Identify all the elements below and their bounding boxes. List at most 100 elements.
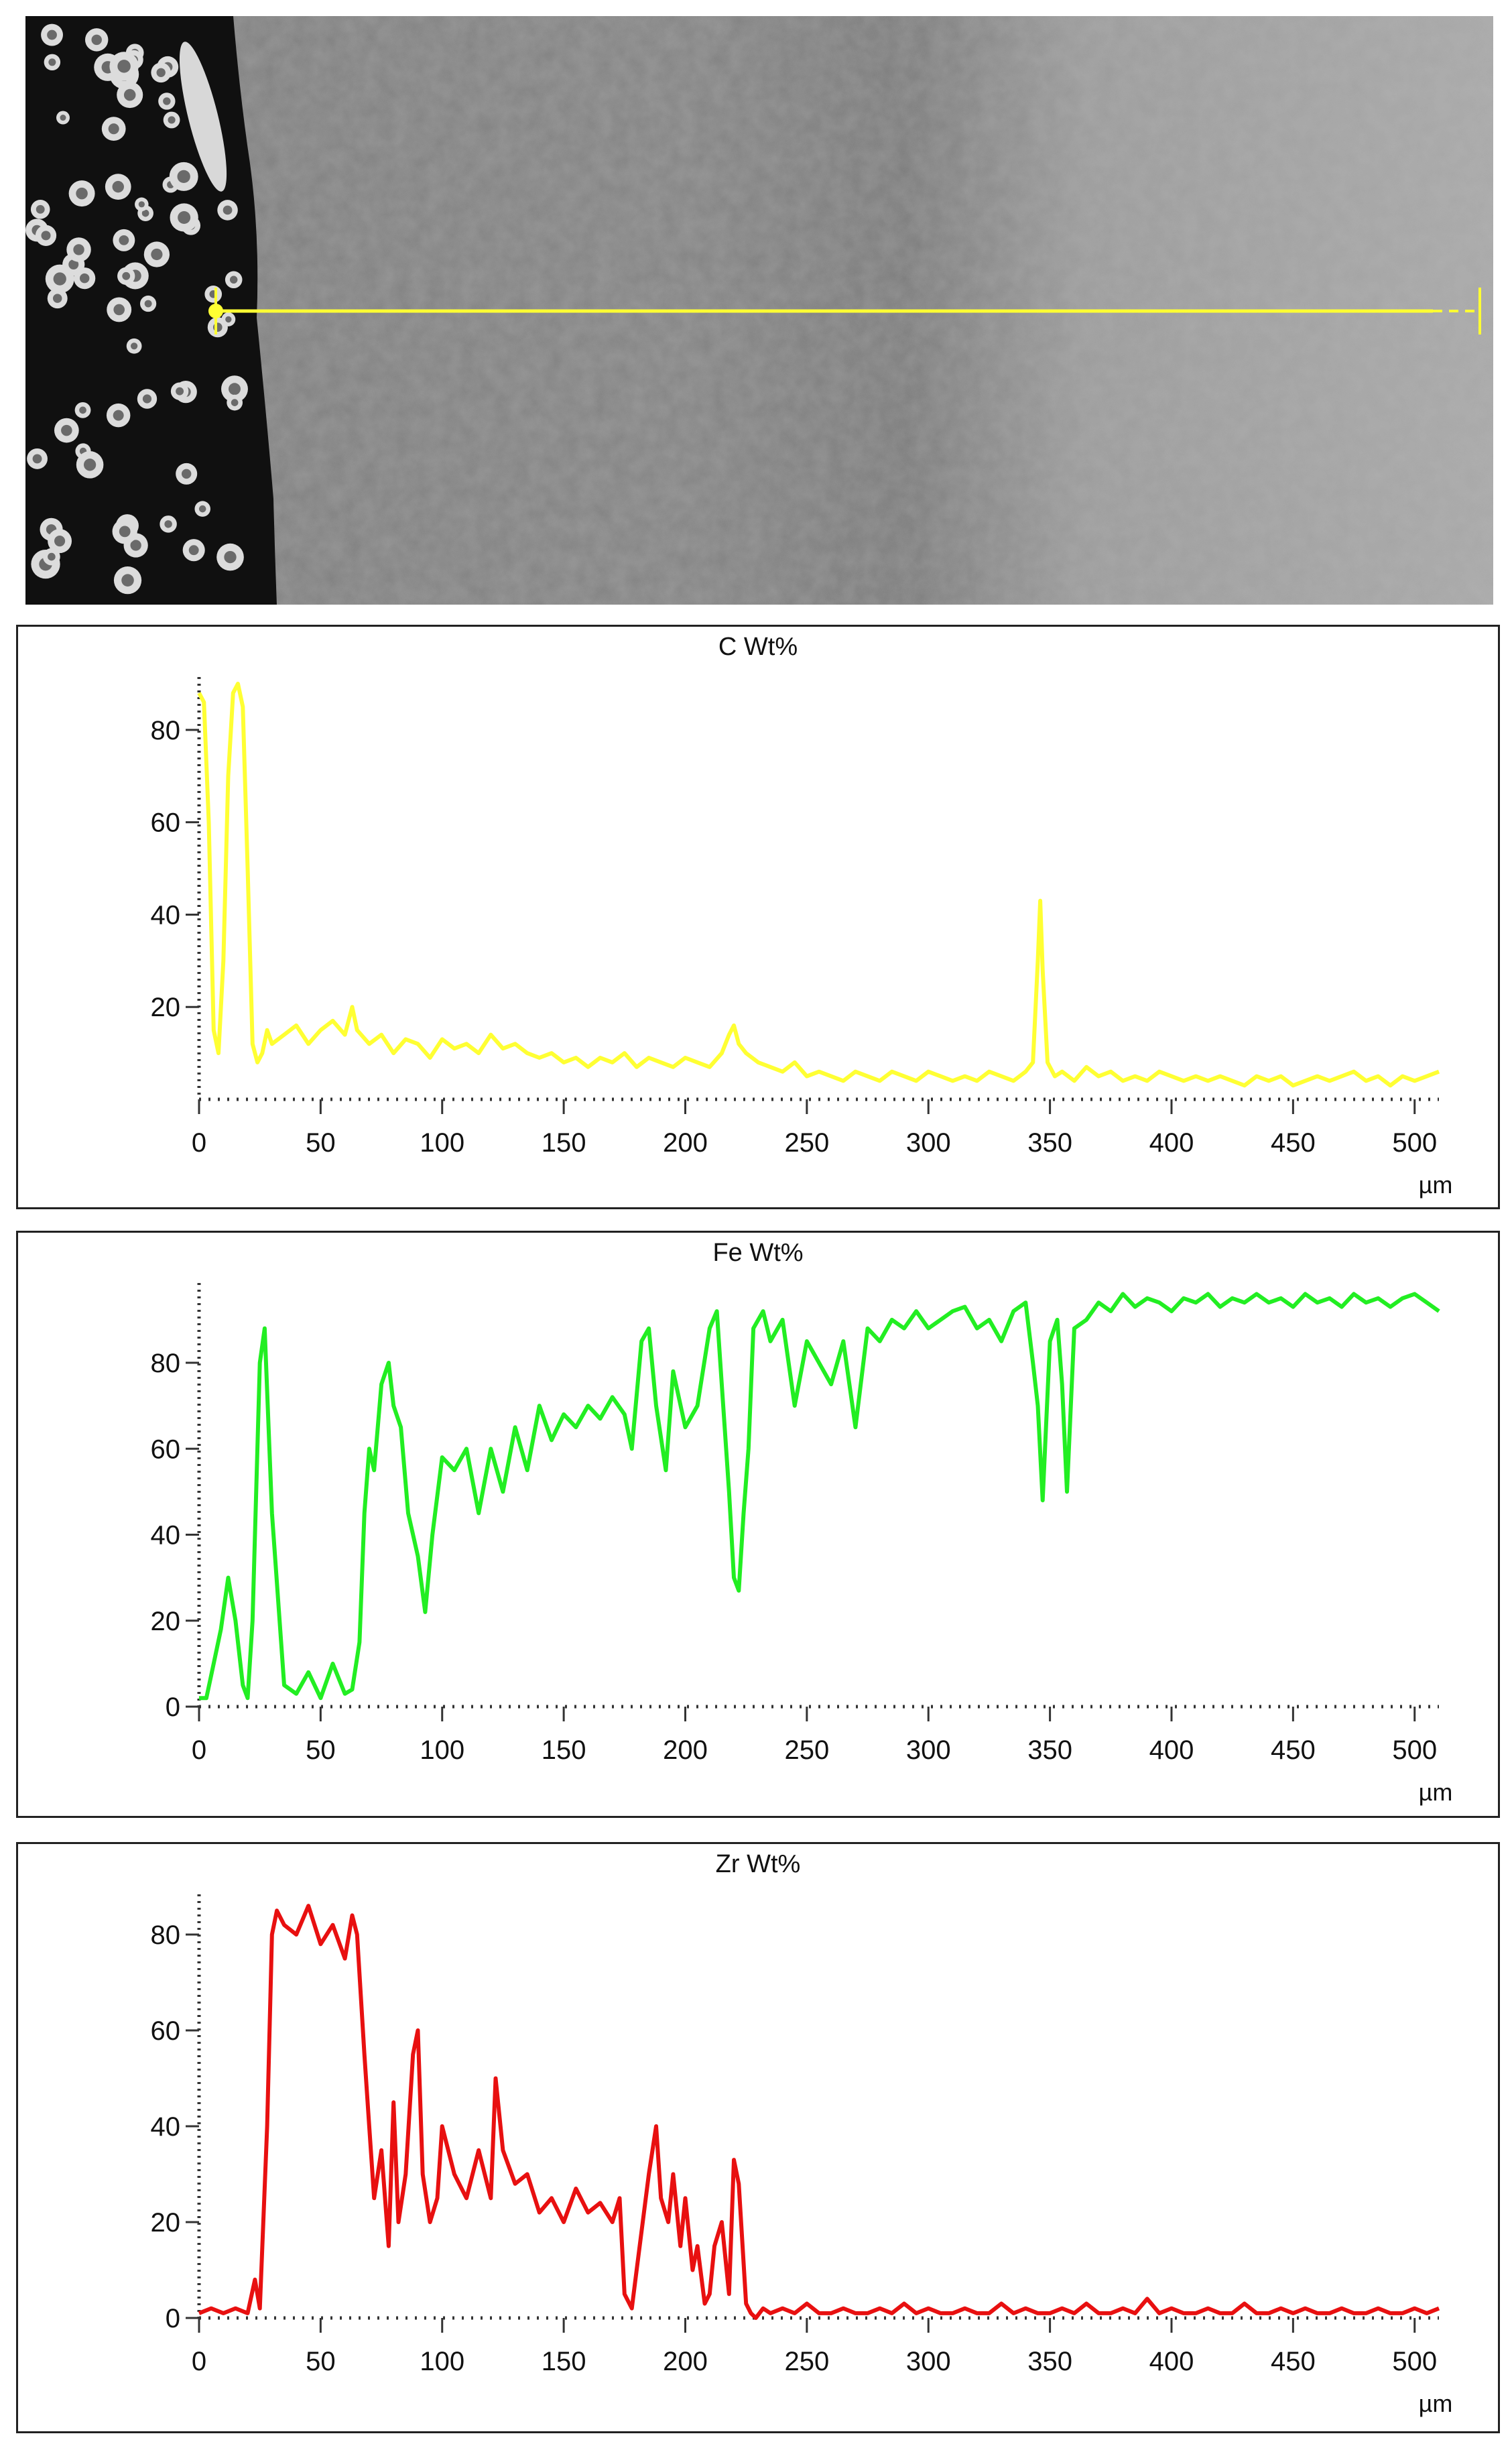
y-tick-label: 0 — [166, 2304, 180, 2333]
fibre-cross-sections — [25, 23, 248, 595]
x-tick-label: 350 — [1027, 1128, 1072, 1158]
x-tick-label: 300 — [906, 1735, 951, 1765]
fibre-core — [36, 204, 45, 214]
fibre-core — [123, 88, 136, 101]
fibre-core — [112, 180, 124, 193]
fibre-core — [32, 454, 42, 464]
x-tick-label: 150 — [542, 1128, 586, 1158]
fibre-core — [119, 235, 129, 245]
x-tick-label: 50 — [306, 1128, 336, 1158]
fibre-core — [122, 271, 131, 280]
fibre-core — [83, 458, 97, 471]
fibre-core — [229, 383, 241, 395]
fibre-core — [130, 540, 141, 551]
fibre-core — [229, 276, 238, 284]
chart-title: C Wt% — [718, 633, 798, 661]
fibre-core — [113, 304, 125, 316]
chart-zr-wt: Zr Wt% 0 50 100 150 200 250 300 350 400 450 500 0 20 4… — [151, 1850, 1453, 2417]
fibre-core — [138, 201, 145, 208]
x-tick-label: 250 — [784, 2347, 829, 2376]
x-tick-label: 150 — [542, 2347, 586, 2376]
chart-panel-fe: Fe Wt% 0 50 100 150 200 250 300 350 400 450 500 0 20 4… — [16, 1231, 1500, 1818]
fibre-streak — [179, 42, 227, 192]
fibre-core — [144, 300, 152, 308]
fibre-core — [53, 272, 66, 286]
fibre-core — [177, 170, 190, 184]
x-axis-unit: µm — [1419, 1171, 1453, 1199]
series-line — [198, 1904, 1440, 2320]
fibre-core — [113, 410, 124, 421]
fibre-core — [163, 97, 171, 105]
fibre-core — [79, 273, 90, 284]
sem-micrograph — [25, 16, 1493, 605]
fibre-core — [176, 387, 184, 395]
x-tick-label: 200 — [663, 2347, 708, 2376]
fibre-core — [164, 520, 172, 528]
fibre-core — [76, 187, 88, 200]
fibre-core — [54, 536, 66, 547]
x-tick-label: 0 — [192, 1128, 206, 1158]
y-tick-label: 40 — [151, 900, 181, 930]
fibre-core — [73, 244, 84, 255]
fibre-core — [231, 399, 239, 406]
fibre-core — [156, 68, 166, 77]
x-tick-label: 350 — [1027, 2347, 1072, 2376]
x-tick-label: 400 — [1149, 1128, 1194, 1158]
x-tick-label: 500 — [1392, 1735, 1437, 1765]
x-tick-label: 250 — [784, 1735, 829, 1765]
y-tick-label: 80 — [151, 1349, 181, 1378]
fibre-core — [60, 115, 66, 121]
fibre-core — [121, 574, 134, 587]
x-tick-label: 450 — [1271, 1128, 1316, 1158]
fibre-core — [142, 394, 152, 404]
fibre-core — [48, 552, 56, 561]
x-tick-label: 0 — [192, 2347, 206, 2376]
fibre-core — [181, 469, 192, 479]
x-tick-label: 500 — [1392, 1128, 1437, 1158]
y-tick-label: 60 — [151, 808, 181, 838]
fibre-core — [117, 60, 131, 73]
x-axis-unit: µm — [1419, 1778, 1453, 1806]
fibre-core — [108, 123, 119, 135]
x-tick-label: 450 — [1271, 2347, 1316, 2376]
fibre-core — [79, 406, 86, 414]
fibre-core — [168, 116, 176, 124]
y-tick-label: 0 — [166, 1693, 180, 1722]
fibre-core — [47, 29, 57, 40]
fibre-core — [119, 526, 131, 538]
fibre-core — [91, 34, 102, 46]
x-tick-label: 400 — [1149, 2347, 1194, 2376]
fibre-core — [131, 343, 138, 350]
y-tick-label: 40 — [151, 1521, 181, 1550]
fibre-core — [223, 205, 233, 215]
fibre-core — [48, 58, 56, 66]
series-line — [199, 1292, 1440, 1701]
x-tick-label: 200 — [663, 1735, 708, 1765]
x-tick-label: 350 — [1027, 1735, 1072, 1765]
x-tick-label: 300 — [906, 2347, 951, 2376]
sem-image — [25, 16, 1493, 605]
fibre-core — [178, 210, 191, 225]
y-tick-label: 60 — [151, 1434, 181, 1464]
y-tick-label: 60 — [151, 2016, 181, 2046]
x-tick-label: 0 — [192, 1735, 206, 1765]
x-tick-label: 200 — [663, 1128, 708, 1158]
y-tick-label: 80 — [151, 716, 181, 745]
x-axis-unit: µm — [1419, 2390, 1453, 2417]
y-tick-label: 20 — [151, 993, 181, 1022]
x-tick-label: 50 — [306, 2347, 336, 2376]
fibre-core — [198, 505, 206, 513]
x-tick-label: 300 — [906, 1128, 951, 1158]
fibre-core — [41, 231, 51, 241]
x-tick-label: 250 — [784, 1128, 829, 1158]
fibre-core — [61, 424, 72, 436]
fibre-core — [225, 316, 232, 323]
fibre-core — [151, 248, 163, 261]
y-tick-label: 20 — [151, 1607, 181, 1636]
fibre-core — [52, 294, 62, 303]
chart-panel-zr: Zr Wt% 0 50 100 150 200 250 300 350 400 450 500 0 20 4… — [16, 1842, 1500, 2433]
x-tick-label: 100 — [420, 2347, 464, 2376]
fibre-core — [68, 259, 79, 270]
x-tick-label: 400 — [1149, 1735, 1194, 1765]
chart-title: Fe Wt% — [712, 1239, 803, 1267]
